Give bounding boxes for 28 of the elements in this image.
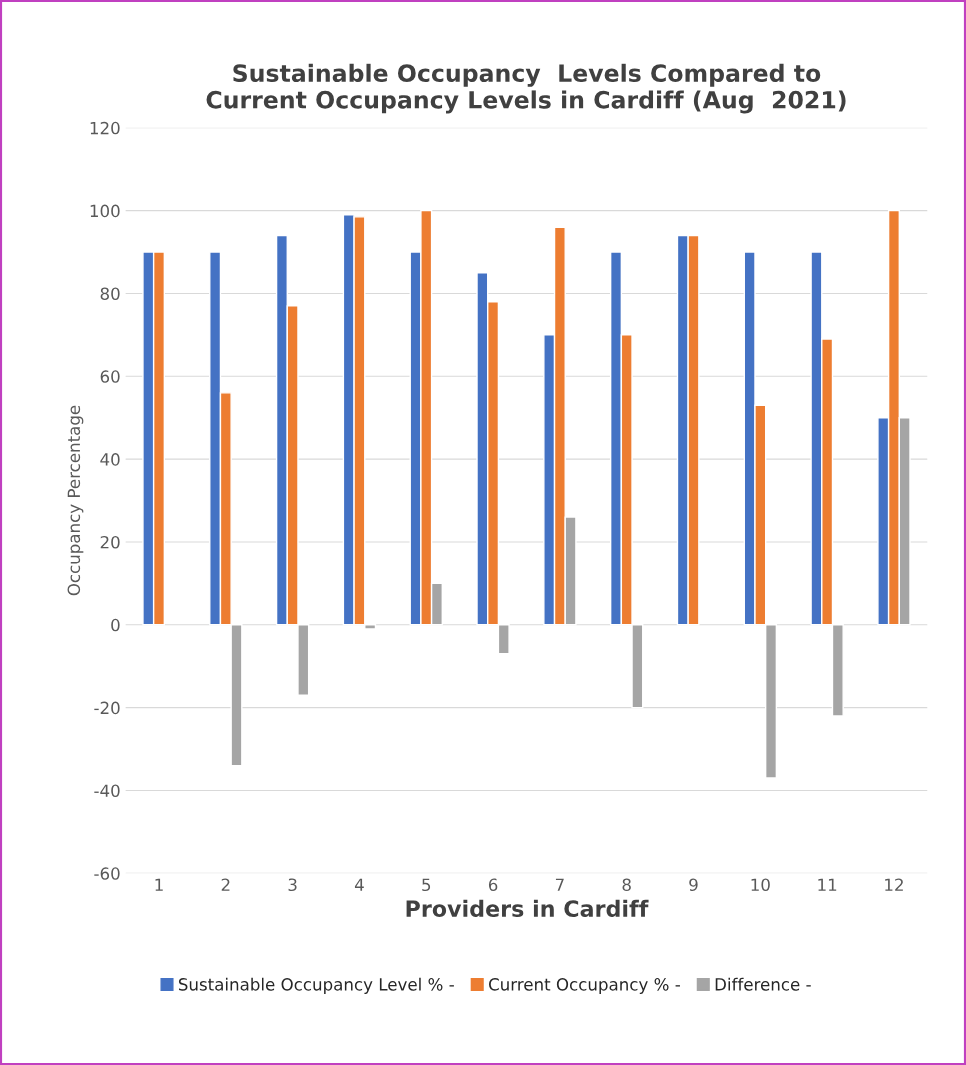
x-tick-label: 8: [622, 878, 631, 892]
y-tick-label: 20: [100, 535, 120, 549]
y-tick-label: -60: [94, 867, 120, 880]
x-tick-label: 3: [288, 878, 297, 892]
y-tick-label: 40: [100, 453, 120, 466]
legend-label: Current Occupancy % -: [488, 978, 680, 994]
y-tick-label: -20: [94, 701, 120, 715]
y-tick-label: 60: [100, 370, 120, 383]
y-tick-label: -40: [94, 784, 120, 798]
y-tick-label: 120: [90, 121, 120, 135]
x-tick-label: 9: [689, 878, 698, 892]
chart-title: Sustainable Occupancy Levels Compared to Current Occupancy Levels in Cardiff (Aug 2021): [206, 63, 846, 114]
x-tick-label: 11: [818, 878, 837, 891]
y-axis-title: Occupancy Percentage: [67, 405, 84, 596]
x-tick-label: 2: [221, 878, 230, 891]
x-tick-label: 10: [751, 878, 770, 892]
x-axis-title: Providers in Cardiff: [406, 899, 649, 918]
x-tick-label: 1: [155, 878, 163, 891]
y-tick-label: 80: [100, 287, 120, 301]
x-tick-label: 12: [885, 878, 903, 891]
x-tick-label: 4: [354, 878, 364, 891]
x-tick-label: 5: [422, 878, 431, 892]
x-tick-label: 7: [555, 878, 564, 891]
legend-label: Sustainable Occupancy Level % -: [178, 977, 454, 994]
x-tick-label: 6: [488, 878, 498, 892]
y-tick-label: 100: [90, 204, 120, 218]
legend-label: Difference -: [715, 977, 811, 991]
y-tick-label: 0: [111, 618, 120, 632]
